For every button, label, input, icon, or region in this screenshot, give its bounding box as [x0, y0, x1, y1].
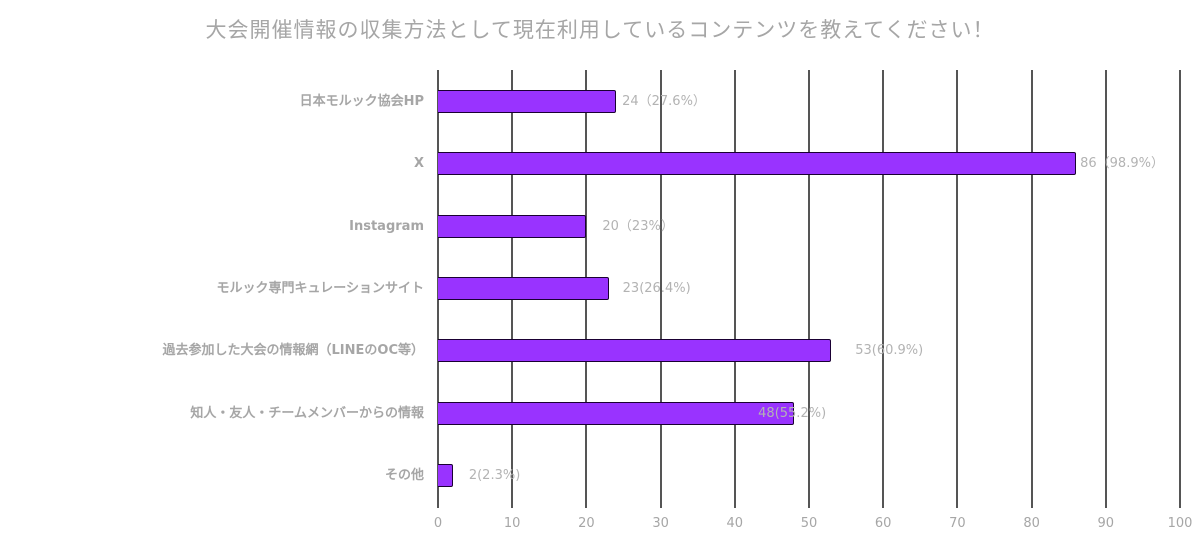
- data-label: 2(2.3%): [468, 467, 521, 483]
- category-label: モルック専門キュレーションサイト: [216, 280, 424, 296]
- bar: [438, 276, 609, 300]
- gridline: [1030, 70, 1033, 508]
- gridline: [733, 70, 736, 508]
- gridline: [882, 70, 885, 508]
- x-tick-label: 0: [433, 516, 443, 531]
- data-label: 23(26.4%): [622, 280, 691, 296]
- x-tick-label: 20: [578, 516, 595, 531]
- bar: [438, 90, 617, 113]
- category-label: 過去参加した大会の情報網（LINEのOC等）: [162, 343, 424, 359]
- x-tick-label: 80: [1023, 516, 1040, 531]
- data-label: 48(55.2%): [758, 405, 827, 421]
- bar: [438, 401, 795, 425]
- gridline: [659, 70, 662, 508]
- bar: [438, 214, 587, 238]
- category-label: X: [413, 156, 424, 172]
- gridline: [808, 70, 810, 508]
- x-tick-label: 90: [1097, 516, 1115, 531]
- x-tick-label: 40: [726, 516, 744, 531]
- bar: [438, 339, 832, 363]
- category-label: 知人・友人・チームメンバーからの情報: [190, 405, 424, 421]
- category-label: Instagram: [349, 218, 424, 234]
- data-label: 20（23%）: [602, 218, 674, 234]
- data-label: 86（98.9%）: [1080, 156, 1164, 172]
- x-tick-label: 70: [949, 516, 966, 531]
- x-tick-label: 30: [652, 516, 669, 531]
- x-tick-label: 10: [503, 516, 521, 531]
- data-label: 24（27.6%）: [622, 94, 706, 109]
- chart-title: 大会開催情報の収集方法として現在利用しているコンテンツを教えてください！: [205, 18, 995, 42]
- category-label: 日本モルック協会HP: [299, 94, 424, 109]
- gridline: [956, 70, 959, 508]
- category-label: その他: [384, 467, 424, 483]
- x-tick-label: 60: [874, 516, 892, 531]
- data-label: 53(60.9%): [855, 343, 924, 359]
- bar: [438, 152, 1077, 176]
- bar: [438, 463, 453, 487]
- x-tick-label: 50: [800, 516, 818, 531]
- gridline: [1179, 70, 1181, 508]
- gridline: [1104, 70, 1107, 508]
- x-tick-label: 100: [1167, 516, 1193, 531]
